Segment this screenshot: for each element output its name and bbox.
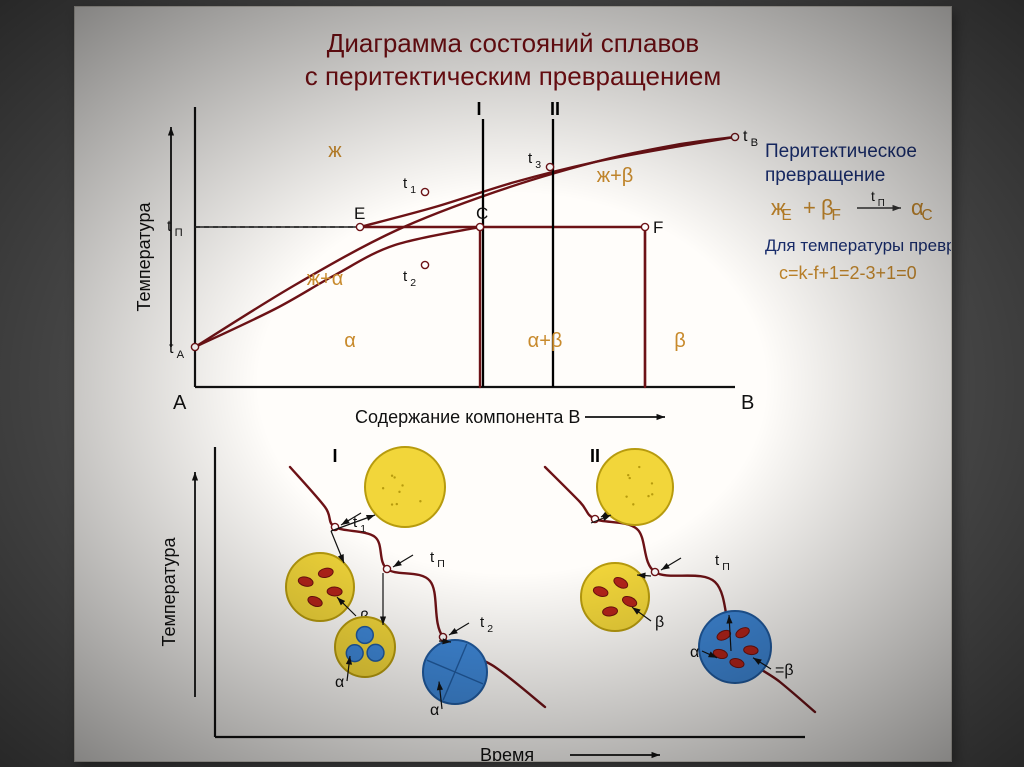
stage: Диаграмма состояний сплавов с перитектич… bbox=[0, 0, 1024, 767]
vignette-overlay bbox=[0, 0, 1024, 767]
